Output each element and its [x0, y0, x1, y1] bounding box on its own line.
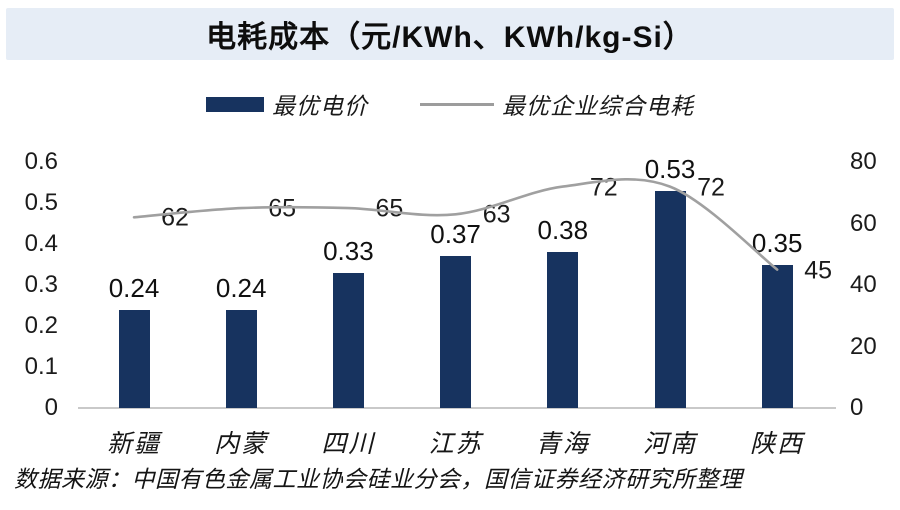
- left-axis-tick: 0: [44, 394, 58, 421]
- left-axis-tick: 0.2: [24, 312, 58, 339]
- legend-item-line: 最优企业综合电耗: [420, 87, 694, 121]
- line-value-label: 62: [161, 203, 189, 232]
- consumption-line: [132, 178, 779, 271]
- line-value-label: 45: [804, 256, 833, 285]
- category-label-内蒙: 内蒙: [214, 431, 269, 458]
- chart-title: 电耗成本（元/KWh、KWh/kg-Si）: [206, 21, 694, 54]
- bar-value-label: 0.37: [430, 219, 481, 250]
- bar-value-label: 0.35: [751, 227, 803, 258]
- category-label-陕西: 陕西: [750, 431, 805, 458]
- line-value-label: 65: [375, 194, 404, 223]
- line-value-label: 65: [268, 194, 297, 223]
- bar-四川: [332, 272, 364, 408]
- title-band: 电耗成本（元/KWh、KWh/kg-Si）: [6, 8, 894, 60]
- bar-series-swatch-icon: [206, 96, 264, 112]
- left-axis-tick: 0.6: [24, 148, 58, 175]
- bar-江苏: [440, 256, 472, 408]
- x-axis-line: [78, 407, 836, 409]
- bar-value-label: 0.24: [215, 272, 267, 303]
- right-axis-tick: 80: [850, 148, 877, 175]
- bar-陕西: [761, 264, 793, 408]
- left-axis-tick: 0.4: [24, 230, 58, 257]
- bar-value-label: 0.38: [537, 215, 589, 246]
- bar-value-label: 0.53: [644, 153, 696, 184]
- bar-value-label: 0.24: [108, 272, 160, 303]
- source-note: 数据来源：中国有色金属工业协会硅业分会，国信证券经济研究所整理: [14, 467, 743, 492]
- line-value-label: 72: [697, 173, 725, 202]
- right-axis-tick: 0: [850, 394, 864, 421]
- category-label-河南: 河南: [642, 431, 697, 458]
- right-axis-tick: 20: [850, 332, 877, 360]
- line-value-label: 72: [589, 173, 618, 202]
- right-axis-tick: 40: [850, 271, 877, 298]
- left-axis-tick: 0.1: [24, 353, 58, 380]
- bar-新疆: [118, 309, 150, 408]
- bar-内蒙: [225, 309, 257, 408]
- category-label-江苏: 江苏: [428, 431, 483, 458]
- line-series-swatch-icon: [420, 102, 494, 106]
- category-label-青海: 青海: [535, 431, 590, 458]
- legend-item-bar: 最优电价: [206, 87, 368, 121]
- legend-label-bar: 最优电价: [272, 94, 368, 119]
- right-axis-tick: 60: [850, 209, 877, 237]
- left-axis-tick: 0.3: [24, 271, 58, 298]
- bar-value-label: 0.33: [323, 235, 374, 266]
- category-label-新疆: 新疆: [106, 431, 161, 458]
- category-label-四川: 四川: [321, 431, 376, 458]
- legend-label-line: 最优企业综合电耗: [502, 94, 694, 119]
- legend: 最优电价 最优企业综合电耗: [0, 87, 900, 121]
- bar-河南: [654, 190, 686, 408]
- bar-青海: [547, 252, 579, 408]
- left-axis-tick: 0.5: [24, 189, 58, 216]
